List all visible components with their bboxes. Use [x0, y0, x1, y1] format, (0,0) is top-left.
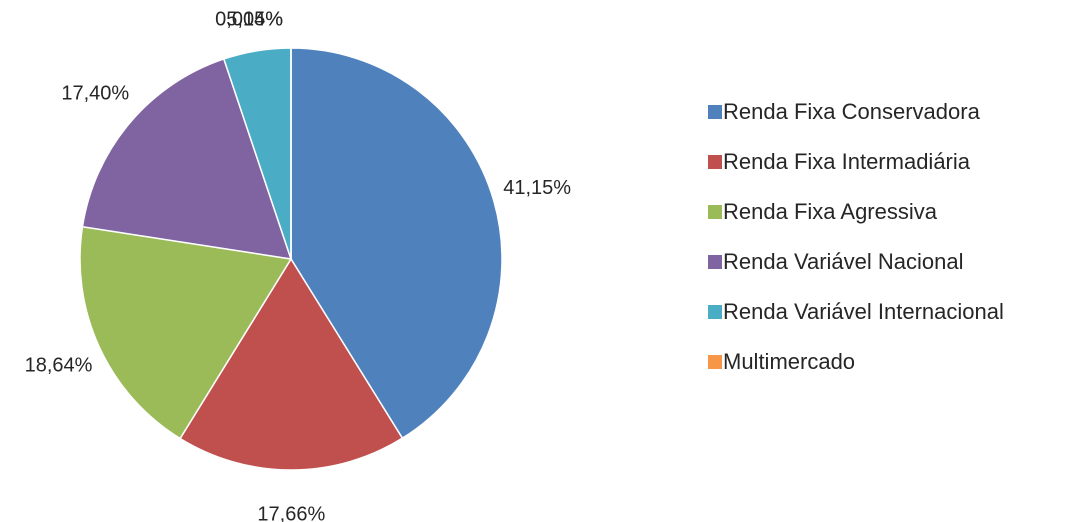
legend-label: Renda Fixa Agressiva — [723, 199, 938, 224]
data-label: 17,66% — [257, 503, 325, 522]
legend-swatch — [708, 105, 722, 119]
data-label: 17,40% — [61, 82, 129, 104]
data-label: 0,004% — [215, 8, 283, 30]
legend-swatch — [708, 155, 722, 169]
legend-label: Renda Variável Internacional — [723, 299, 1004, 324]
legend-label: Renda Fixa Conservadora — [723, 99, 981, 124]
legend-swatch — [708, 305, 722, 319]
legend-label: Multimercado — [723, 349, 855, 374]
legend-label: Renda Fixa Intermadiária — [723, 149, 971, 174]
pie-slice — [81, 58, 293, 260]
legend-label: Renda Variável Nacional — [723, 249, 964, 274]
legend-swatch — [708, 355, 722, 369]
pie-slice — [179, 257, 404, 471]
data-label: 18,64% — [25, 354, 93, 376]
legend-swatch — [708, 205, 722, 219]
pie-slice — [79, 225, 293, 440]
pie-slice — [290, 47, 503, 440]
data-label: 41,15% — [503, 177, 571, 199]
data-label: 5,15% — [226, 8, 283, 30]
legend-swatch — [708, 255, 722, 269]
